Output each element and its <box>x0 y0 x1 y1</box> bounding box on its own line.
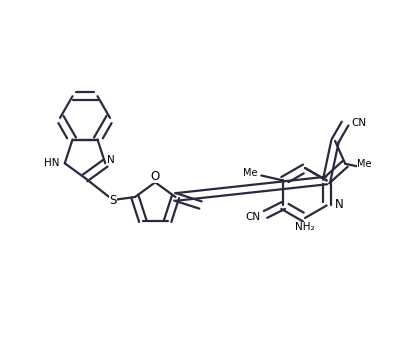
Text: N: N <box>107 155 115 165</box>
Text: O: O <box>151 170 160 183</box>
Text: NH₂: NH₂ <box>295 222 315 232</box>
Text: CN: CN <box>351 118 366 128</box>
Text: S: S <box>109 195 117 208</box>
Text: N: N <box>335 198 344 211</box>
Text: Me: Me <box>243 168 257 179</box>
Text: CN: CN <box>245 213 260 222</box>
Text: Me: Me <box>357 158 371 168</box>
Text: HN: HN <box>44 158 60 168</box>
